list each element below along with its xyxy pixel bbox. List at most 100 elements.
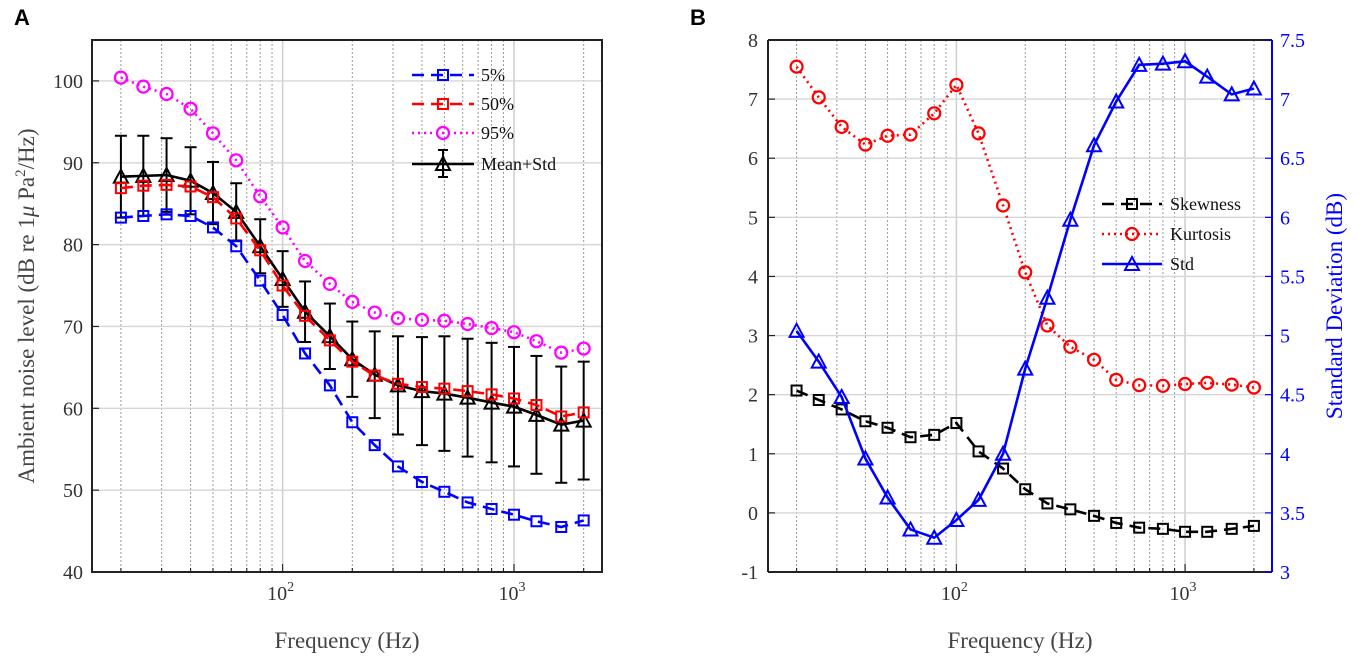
panel-b-right-axis-label: Standard Deviation (dB) [1322, 193, 1347, 419]
y-right-tick-label: 7 [1280, 89, 1290, 111]
data-point [575, 411, 593, 428]
series-std [787, 52, 1263, 545]
data-point [1245, 79, 1263, 96]
data-point [903, 127, 918, 142]
data-point [880, 128, 895, 143]
data-point [276, 279, 289, 292]
data-point [184, 180, 197, 193]
data-point [1061, 210, 1080, 227]
data-point [159, 86, 174, 102]
data-point [1246, 380, 1261, 395]
data-point [1085, 136, 1103, 153]
data-point [181, 171, 200, 188]
data-point [485, 502, 498, 515]
data-point [577, 514, 590, 527]
data-point [881, 421, 894, 434]
data-point [859, 415, 872, 428]
data-point [1154, 54, 1172, 71]
data-point [297, 253, 313, 269]
data-point [367, 305, 382, 320]
data-point [391, 460, 404, 473]
panel-a-letter: A [14, 5, 30, 30]
data-point [322, 276, 337, 292]
panel-b-letter: B [690, 5, 706, 30]
data-point [1177, 376, 1193, 392]
data-point [254, 274, 267, 287]
y-left-tick-label: 7 [748, 89, 758, 111]
y-tick-label: 70 [63, 316, 83, 338]
data-point [530, 515, 543, 528]
y-tick-label: 50 [63, 480, 83, 502]
data-point [1107, 92, 1125, 109]
data-point [969, 490, 988, 507]
data-point [928, 428, 941, 441]
data-point [346, 416, 359, 429]
y-right-tick-label: 4.5 [1280, 385, 1305, 407]
y-left-tick-label: 6 [748, 148, 758, 170]
data-point [995, 198, 1011, 213]
data-point [994, 444, 1012, 461]
data-point [323, 334, 336, 347]
data-point [230, 212, 243, 225]
data-point [137, 209, 150, 222]
data-point [506, 325, 522, 340]
data-point [947, 510, 966, 527]
data-point [530, 399, 543, 412]
data-point [461, 496, 474, 509]
data-point [413, 382, 431, 399]
data-point [1132, 378, 1147, 393]
data-point [1019, 483, 1032, 496]
data-point [1041, 497, 1054, 510]
data-point [1155, 378, 1171, 393]
data-point [1109, 372, 1124, 387]
legend-label: 5% [481, 65, 505, 85]
data-point [508, 392, 521, 405]
data-point [253, 189, 268, 204]
panel-a-x-axis-label: Frequency (Hz) [275, 628, 420, 653]
x-tick-label: 102 [267, 580, 294, 605]
y-right-tick-label: 7.5 [1280, 30, 1305, 52]
data-point [576, 341, 591, 356]
data-point [415, 475, 428, 488]
data-point [1225, 522, 1238, 535]
data-point [345, 294, 360, 310]
data-point [346, 355, 359, 368]
data-point [833, 387, 851, 405]
data-point [1200, 375, 1215, 390]
legend-marker [437, 69, 449, 81]
data-point [856, 449, 875, 466]
data-point [1223, 85, 1241, 102]
data-point [137, 179, 150, 192]
data-point [438, 485, 451, 498]
data-point [184, 209, 197, 222]
data-point [206, 221, 219, 234]
data-point [787, 321, 806, 338]
data-point [414, 312, 430, 328]
data-point [858, 137, 873, 152]
data-point [160, 208, 173, 221]
data-point [508, 508, 521, 521]
series-50- [114, 178, 590, 423]
data-point [114, 211, 127, 224]
y-left-tick-label: -1 [741, 562, 758, 584]
data-point [1224, 377, 1239, 392]
data-point [368, 369, 381, 382]
series-line [120, 76, 584, 355]
legend-marker [435, 125, 451, 141]
data-point [527, 405, 546, 422]
data-point [461, 385, 474, 398]
y-right-tick-label: 4 [1280, 444, 1290, 466]
series-skewness [790, 384, 1260, 538]
data-point [1063, 339, 1078, 354]
series-line [120, 213, 585, 529]
x-tick-label: 103 [1170, 580, 1197, 605]
data-point [113, 70, 129, 85]
data-point [950, 417, 963, 430]
data-point [505, 397, 523, 414]
data-point [299, 347, 312, 360]
y-left-tick-label: 5 [748, 207, 758, 229]
series-line [795, 59, 1255, 540]
data-point [114, 182, 127, 195]
data-point [972, 445, 985, 458]
